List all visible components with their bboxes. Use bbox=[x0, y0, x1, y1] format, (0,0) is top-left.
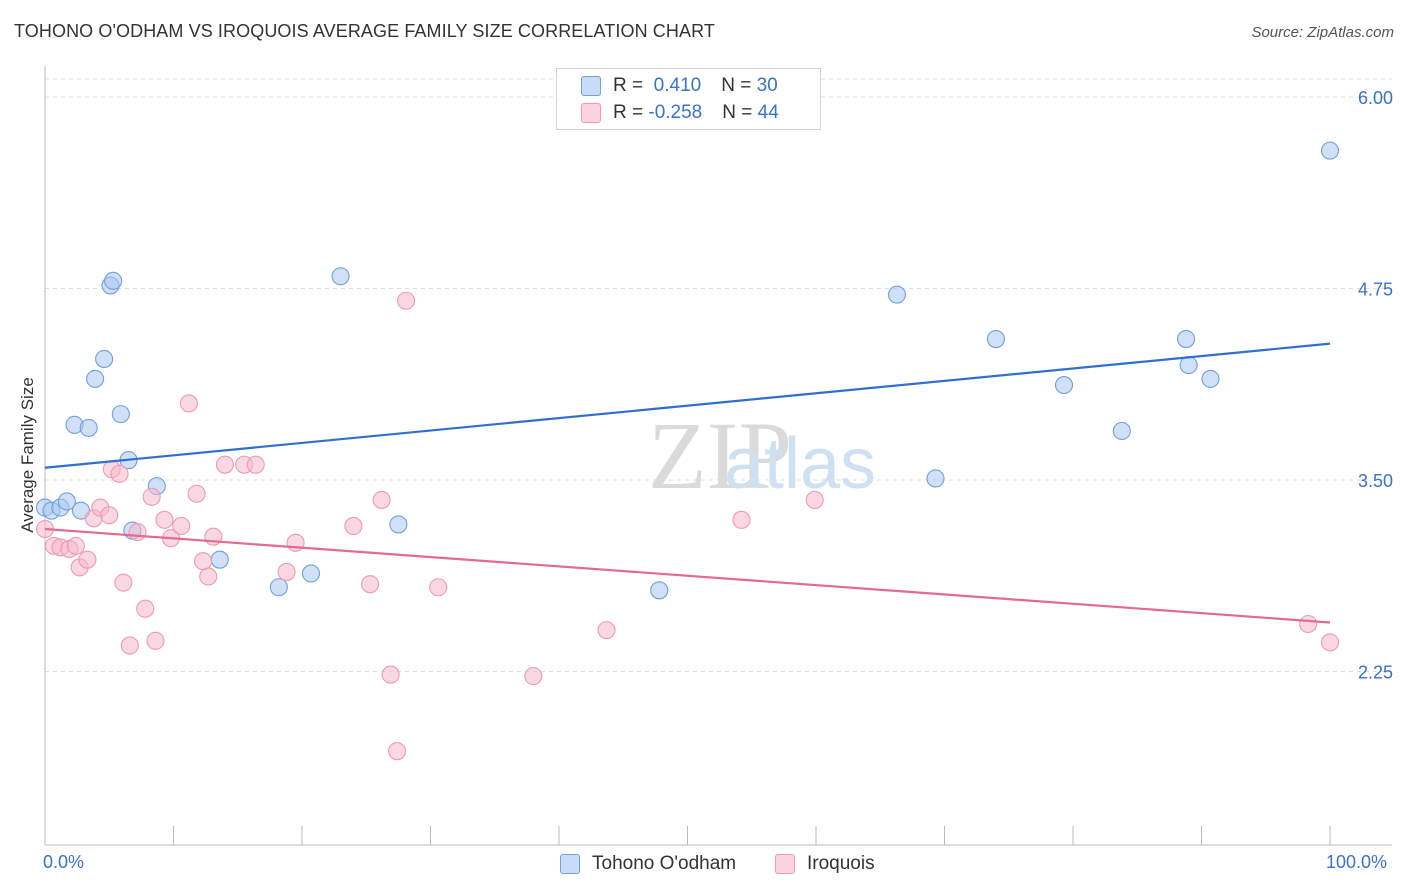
legend-n-label: N = bbox=[721, 75, 757, 96]
trend-line-tohono bbox=[44, 342, 1331, 469]
grid-lines bbox=[45, 78, 1392, 672]
point-iroquois bbox=[344, 516, 363, 536]
point-tohono bbox=[79, 418, 98, 437]
chart-title: TOHONO O'ODHAM VS IROQUOIS AVERAGE FAMIL… bbox=[14, 21, 715, 41]
point-tohono bbox=[331, 267, 350, 286]
point-iroquois bbox=[381, 665, 400, 684]
point-tohono bbox=[104, 271, 123, 290]
data-points bbox=[35, 141, 1340, 761]
point-iroquois bbox=[78, 550, 97, 569]
point-tohono bbox=[111, 405, 130, 424]
bottom-legend-label-iroquois: Iroquois bbox=[807, 853, 875, 874]
point-iroquois bbox=[199, 567, 218, 586]
point-tohono bbox=[986, 330, 1005, 349]
y-tick-label: 6.00 bbox=[1358, 88, 1393, 108]
legend-n-value: 30 bbox=[756, 75, 778, 96]
legend-r-label: R = bbox=[613, 75, 649, 96]
bottom-legend-label-tohono: Tohono O'odham bbox=[592, 853, 737, 874]
point-iroquois bbox=[361, 575, 380, 594]
bottom-legend-tohono: Tohono O'odham bbox=[560, 852, 736, 876]
point-tohono bbox=[95, 349, 114, 369]
point-tohono bbox=[301, 564, 321, 583]
point-iroquois bbox=[172, 516, 191, 536]
watermark-zip: ZIP bbox=[648, 402, 792, 509]
point-iroquois bbox=[397, 291, 416, 310]
y-tick-label: 3.50 bbox=[1358, 471, 1393, 491]
point-tohono bbox=[1201, 369, 1220, 388]
point-tohono bbox=[926, 469, 945, 488]
point-iroquois bbox=[277, 562, 296, 581]
legend-swatch-tohono bbox=[581, 76, 601, 96]
bottom-legend-iroquois: Iroquois bbox=[775, 852, 875, 876]
bottom-swatch-iroquois bbox=[775, 854, 795, 874]
watermark-atlas: atlas bbox=[724, 424, 876, 504]
point-iroquois bbox=[155, 510, 174, 529]
legend-r-value: 0.410 bbox=[648, 75, 702, 96]
point-iroquois bbox=[100, 506, 119, 525]
correlation-legend: R = 0.410 N = 30 R = -0.258 N = 44 bbox=[556, 68, 821, 130]
point-iroquois bbox=[128, 523, 147, 542]
point-tohono bbox=[86, 369, 105, 388]
point-iroquois bbox=[142, 487, 161, 506]
y-tick-labels: 6.00 4.75 3.50 2.25 bbox=[1358, 88, 1393, 683]
point-tohono bbox=[1179, 356, 1198, 375]
bottom-swatch-tohono bbox=[560, 854, 580, 874]
point-iroquois bbox=[429, 578, 448, 597]
point-tohono bbox=[887, 285, 907, 304]
point-iroquois bbox=[388, 742, 407, 761]
legend-row-tohono: R = 0.410 N = 30 bbox=[581, 74, 778, 98]
legend-r-label: R = bbox=[613, 102, 649, 123]
x-tick-label-max: 100.0% bbox=[1326, 852, 1388, 872]
point-iroquois bbox=[194, 552, 213, 571]
point-iroquois bbox=[66, 536, 85, 555]
y-tick-label: 4.75 bbox=[1358, 280, 1393, 300]
legend-n-value: 44 bbox=[757, 102, 779, 123]
point-tohono bbox=[1320, 141, 1340, 160]
point-iroquois bbox=[114, 573, 133, 592]
point-iroquois bbox=[120, 636, 139, 655]
point-iroquois bbox=[179, 394, 198, 413]
point-iroquois bbox=[146, 631, 165, 650]
point-iroquois bbox=[732, 510, 751, 529]
source-label: Source: ZipAtlas.com bbox=[1251, 24, 1394, 41]
point-tohono bbox=[650, 581, 669, 600]
x-tick-label-min: 0.0% bbox=[43, 852, 85, 872]
legend-n-label: N = bbox=[722, 102, 758, 123]
point-tohono bbox=[210, 550, 229, 569]
point-iroquois bbox=[136, 599, 155, 618]
point-iroquois bbox=[597, 621, 616, 640]
legend-swatch-iroquois bbox=[581, 103, 601, 123]
point-iroquois bbox=[524, 667, 543, 686]
point-iroquois bbox=[246, 455, 265, 474]
point-iroquois bbox=[1320, 633, 1340, 652]
point-tohono bbox=[57, 492, 76, 511]
point-tohono bbox=[1054, 375, 1074, 395]
trend-line-iroquois bbox=[44, 527, 1331, 624]
legend-row-iroquois: R = -0.258 N = 44 bbox=[581, 101, 779, 125]
point-iroquois bbox=[215, 455, 234, 474]
legend-r-value: -0.258 bbox=[648, 102, 703, 123]
point-iroquois bbox=[187, 484, 206, 503]
axes bbox=[44, 66, 1392, 846]
point-tohono bbox=[389, 515, 408, 534]
y-tick-label: 2.25 bbox=[1358, 663, 1393, 683]
point-iroquois bbox=[805, 490, 824, 509]
point-iroquois bbox=[1299, 614, 1318, 634]
point-iroquois bbox=[110, 464, 129, 483]
point-tohono bbox=[1177, 330, 1196, 349]
trend-lines bbox=[44, 342, 1331, 624]
point-iroquois bbox=[372, 490, 391, 509]
point-tohono bbox=[269, 578, 288, 597]
point-tohono bbox=[1112, 421, 1131, 441]
